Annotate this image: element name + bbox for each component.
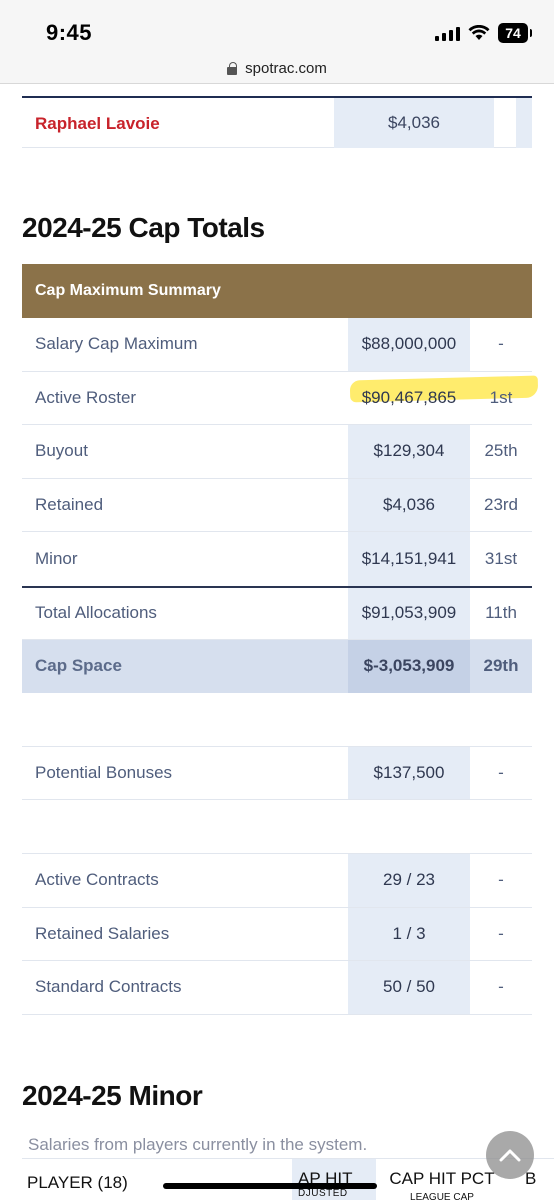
column-header-cap-hit-sub: DJUSTED bbox=[298, 1188, 348, 1199]
spacer bbox=[22, 800, 532, 854]
row-rank: 25th bbox=[484, 441, 518, 461]
table-row: Active Roster $90,467,865 1st bbox=[22, 372, 532, 426]
home-indicator bbox=[163, 1183, 377, 1189]
row-value: 50 / 50 bbox=[348, 961, 470, 1014]
row-rank: 31st bbox=[484, 549, 518, 569]
cap-table-header: Cap Maximum Summary bbox=[22, 264, 532, 318]
column-header-cap-hit-pct[interactable]: CAP HIT PCT LEAGUE CAP bbox=[382, 1159, 502, 1200]
row-value: $91,053,909 bbox=[348, 587, 470, 639]
player-name-link[interactable]: Raphael Lavoie bbox=[35, 114, 160, 133]
row-value: $129,304 bbox=[348, 425, 470, 478]
table-row-total: Total Allocations $91,053,909 11th bbox=[22, 585, 532, 640]
row-label: Active Contracts bbox=[35, 870, 159, 890]
row-value: $4,036 bbox=[348, 478, 470, 532]
minor-table-header: PLAYER (18) AP HIT DJUSTED CAP HIT PCT L… bbox=[22, 1158, 554, 1200]
url-text[interactable]: spotrac.com bbox=[245, 60, 327, 77]
battery-indicator: 74 bbox=[498, 23, 532, 43]
column-header-cap-hit[interactable]: AP HIT DJUSTED bbox=[292, 1159, 376, 1200]
scroll-to-top-button[interactable] bbox=[486, 1131, 534, 1179]
row-value: 29 / 23 bbox=[348, 853, 470, 907]
row-value: $14,151,941 bbox=[348, 532, 470, 586]
row-label: Standard Contracts bbox=[35, 977, 182, 997]
row-rank: 29th bbox=[483, 656, 519, 676]
row-rank: - bbox=[498, 977, 504, 997]
table-row: Active Contracts 29 / 23 - bbox=[22, 853, 532, 908]
player-cell-extra bbox=[516, 98, 532, 148]
spacer bbox=[22, 693, 532, 747]
row-rank: 1st bbox=[489, 387, 513, 407]
table-row-cap-space: Cap Space $-3,053,909 29th bbox=[22, 639, 532, 694]
minor-subtitle: Salaries from players currently in the s… bbox=[28, 1135, 368, 1154]
row-value: $-3,053,909 bbox=[348, 639, 470, 694]
status-time: 9:45 bbox=[46, 20, 93, 45]
column-header-player[interactable]: PLAYER (18) bbox=[27, 1173, 128, 1192]
signal-icon bbox=[435, 25, 460, 41]
player-cap-hit: $4,036 bbox=[334, 98, 494, 148]
row-value: $88,000,000 bbox=[348, 318, 470, 371]
status-icons: 74 bbox=[435, 22, 532, 44]
row-label: Buyout bbox=[35, 441, 88, 461]
status-bar: 9:45 74 bbox=[0, 0, 554, 54]
cap-summary-table: Cap Maximum Summary Salary Cap Maximum $… bbox=[22, 264, 532, 1015]
table-row: Salary Cap Maximum $88,000,000 - bbox=[22, 318, 532, 372]
row-label: Retained bbox=[35, 495, 104, 515]
row-rank: - bbox=[498, 763, 504, 783]
player-row: Raphael Lavoie $4,036 bbox=[22, 96, 532, 148]
table-row: Standard Contracts 50 / 50 - bbox=[22, 961, 532, 1015]
table-row: Buyout $129,304 25th bbox=[22, 425, 532, 479]
row-rank: - bbox=[498, 923, 504, 943]
row-label: Salary Cap Maximum bbox=[35, 334, 198, 354]
lock-icon bbox=[227, 62, 239, 75]
column-header-extra[interactable]: B bbox=[525, 1169, 537, 1188]
minor-section-title: 2024-25 Minor bbox=[22, 1080, 203, 1111]
row-rank: 23rd bbox=[483, 495, 519, 515]
row-rank: - bbox=[498, 870, 504, 890]
table-row: Minor $14,151,941 31st bbox=[22, 532, 532, 586]
table-row: Retained Salaries 1 / 3 - bbox=[22, 907, 532, 962]
row-rank: - bbox=[498, 334, 504, 354]
row-value: 1 / 3 bbox=[348, 907, 470, 961]
url-bar[interactable]: spotrac.com bbox=[0, 54, 554, 84]
table-row: Retained $4,036 23rd bbox=[22, 478, 532, 533]
column-header-cap-hit-pct-label: CAP HIT PCT bbox=[389, 1169, 495, 1188]
chevron-up-icon bbox=[499, 1149, 521, 1162]
row-label: Potential Bonuses bbox=[35, 763, 173, 783]
row-value: $137,500 bbox=[348, 746, 470, 800]
column-header-cap-hit-pct-sub: LEAGUE CAP bbox=[410, 1192, 474, 1200]
row-label: Active Roster bbox=[35, 387, 137, 407]
table-row: Potential Bonuses $137,500 - bbox=[22, 746, 532, 801]
row-value: $90,467,865 bbox=[361, 387, 457, 407]
row-label: Cap Space bbox=[35, 656, 122, 676]
row-label: Minor bbox=[35, 549, 78, 569]
wifi-icon bbox=[468, 25, 490, 40]
row-rank: 11th bbox=[485, 603, 517, 623]
cap-totals-title: 2024-25 Cap Totals bbox=[22, 212, 265, 243]
row-label: Retained Salaries bbox=[35, 923, 170, 943]
row-label: Total Allocations bbox=[35, 603, 157, 623]
